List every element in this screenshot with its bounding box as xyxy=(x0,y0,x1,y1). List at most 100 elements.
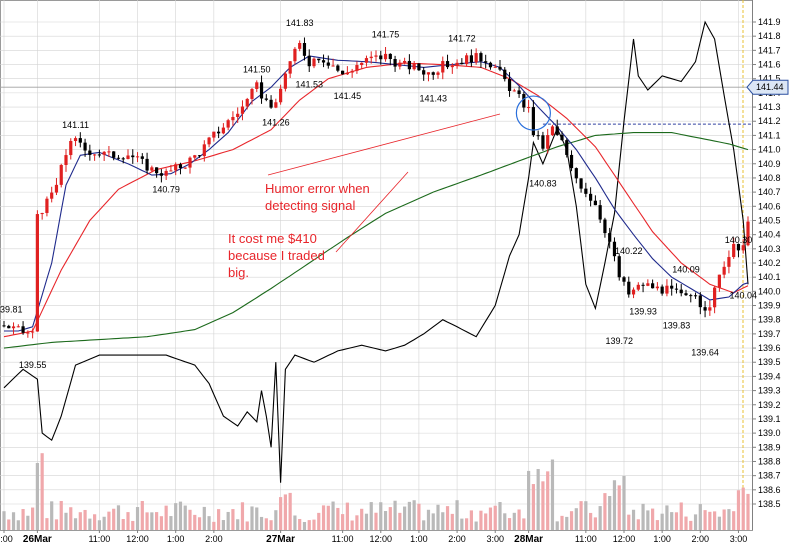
volume-bar xyxy=(431,513,435,530)
annotations: Humor error when detecting signal It cost … xyxy=(228,95,551,280)
volume-bar xyxy=(689,520,693,530)
candle-body xyxy=(660,286,664,294)
y-tick-label: 139.8 xyxy=(758,315,781,325)
volume-bar xyxy=(326,505,330,530)
candle-body xyxy=(188,157,192,168)
candle-body xyxy=(307,55,311,67)
volume-bar xyxy=(579,501,583,530)
candle-body xyxy=(78,138,82,143)
volume-bar xyxy=(140,500,144,530)
y-tick-label: 139.3 xyxy=(758,386,781,396)
price-label: 141.26 xyxy=(262,118,290,128)
candle-body xyxy=(512,90,516,92)
volume-bar xyxy=(73,518,78,530)
volume-bar xyxy=(479,510,483,530)
candle-body xyxy=(164,170,168,176)
volume-bar xyxy=(88,518,92,530)
candle-body xyxy=(50,192,54,199)
volume-bar xyxy=(622,475,626,530)
y-tick-label: 141.5 xyxy=(758,74,781,84)
candle-body xyxy=(713,287,717,308)
volume-bar xyxy=(31,507,35,530)
volume-bar xyxy=(412,500,416,530)
volume-bar xyxy=(317,512,321,530)
volume-bar xyxy=(355,515,359,530)
candle-body xyxy=(183,167,187,169)
candle-body xyxy=(565,140,569,155)
candle-body xyxy=(689,295,693,297)
volume-bar xyxy=(231,509,235,530)
y-tick-label: 141.6 xyxy=(758,60,781,70)
volume-bar xyxy=(40,453,44,530)
volume-bar xyxy=(54,519,59,530)
candle-body xyxy=(145,158,149,171)
candle-body xyxy=(26,332,30,334)
volume-bar xyxy=(379,502,383,530)
candle-body xyxy=(641,284,645,286)
volume-bar xyxy=(135,507,140,530)
candle-body xyxy=(679,289,683,294)
y-tick-label: 139.2 xyxy=(758,400,781,410)
candle-body xyxy=(498,66,502,70)
candle-body xyxy=(484,61,488,63)
price-label: 140.30 xyxy=(725,235,753,245)
candle-body xyxy=(231,116,235,121)
candle-body xyxy=(217,131,221,134)
candle-body xyxy=(64,155,68,165)
candle-body xyxy=(589,193,593,201)
price-label: 141.11 xyxy=(62,120,89,130)
volume-bar xyxy=(78,512,82,530)
volume-bar xyxy=(569,511,574,530)
volume-bar xyxy=(259,516,264,530)
volume-bar xyxy=(279,497,283,530)
candle-body xyxy=(45,198,49,213)
volume-bar xyxy=(21,509,25,530)
volume-bar xyxy=(2,511,6,530)
volume-bar xyxy=(407,501,411,530)
price-label: 141.43 xyxy=(419,94,447,104)
candle-body xyxy=(21,326,25,333)
candle-body xyxy=(121,158,125,160)
candle-body xyxy=(54,184,59,193)
candle-body xyxy=(102,151,106,155)
price-label: 140.22 xyxy=(615,246,643,256)
volume-bar xyxy=(26,515,30,530)
volume-bar xyxy=(698,504,702,530)
volume-bar xyxy=(717,516,721,530)
candle-body xyxy=(417,63,421,71)
volume-bar xyxy=(169,516,173,530)
volume-bar xyxy=(703,510,707,530)
volume-bar xyxy=(374,512,378,530)
candle-body xyxy=(317,58,321,61)
volume-bar xyxy=(283,494,287,530)
candle-body xyxy=(374,55,378,57)
volume-bar xyxy=(455,500,459,530)
candle-body xyxy=(245,98,249,107)
price-label: 139.93 xyxy=(629,306,657,316)
y-tick-label: 141.2 xyxy=(758,116,781,126)
y-tick-label: 138.6 xyxy=(758,485,781,495)
candle-body xyxy=(612,241,617,257)
volume-bar xyxy=(155,512,159,530)
volume-bar xyxy=(360,508,364,530)
candle-body xyxy=(59,164,63,185)
volume-bar xyxy=(112,508,116,530)
volume-bar xyxy=(116,505,121,530)
candle-body xyxy=(541,135,545,149)
volume-bar xyxy=(93,514,97,530)
price-label: 141.83 xyxy=(286,18,314,28)
volume-bar xyxy=(436,504,440,530)
annotation-text: It cost me $410 xyxy=(228,231,317,246)
y-tick-label: 141.1 xyxy=(758,130,781,140)
volume-bar xyxy=(212,521,216,530)
volume-bar xyxy=(565,516,569,530)
volume-bar xyxy=(393,500,397,530)
volume-bar xyxy=(608,496,612,530)
volume-bar xyxy=(536,469,540,530)
candle-body xyxy=(140,156,144,159)
x-tick-label: 3:00 xyxy=(486,534,504,544)
candle-body xyxy=(355,65,359,71)
x-tick-label: 1:00 xyxy=(167,534,185,544)
y-tick-label: 139.6 xyxy=(758,343,781,353)
